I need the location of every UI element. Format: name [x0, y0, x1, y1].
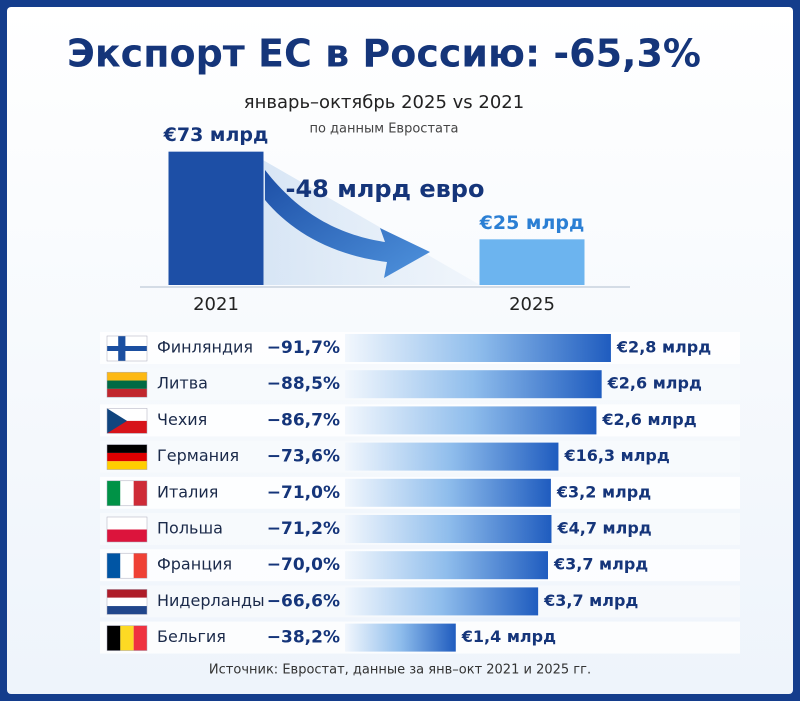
value-label: €73 млрд: [163, 124, 269, 146]
percent-label: −70,0%: [267, 555, 340, 575]
flag: [106, 625, 148, 651]
flag: [106, 589, 148, 615]
export-label: €2,6 млрд: [607, 374, 702, 393]
flag-part: [107, 606, 147, 615]
flag: [106, 480, 148, 507]
flag-part: [133, 625, 147, 651]
arrow: [265, 170, 430, 278]
x-tick-label: 2025: [509, 294, 555, 315]
flag-part: [107, 388, 147, 398]
flag-border: [106, 625, 148, 651]
country-name: Финляндия: [157, 338, 253, 357]
flag-part: [107, 452, 147, 462]
flag-border: [106, 444, 148, 470]
flag-part: [107, 529, 147, 542]
percent-label: −71,0%: [267, 483, 340, 503]
percent-label: −91,7%: [267, 338, 340, 358]
flag-part: [107, 372, 147, 381]
country-name: Бельгия: [157, 627, 226, 646]
flag-part: [133, 553, 147, 579]
percent-label: −38,2%: [267, 628, 340, 648]
annotation: -48 млрд евро: [286, 175, 485, 203]
flag-part: [107, 346, 147, 351]
flag-part: [107, 517, 147, 530]
country-name: Чехия: [157, 410, 207, 429]
flag-part: [107, 589, 147, 598]
title: Экспорт ЕС в Россию: -65,3%: [67, 32, 701, 76]
percent-label: −88,5%: [267, 374, 340, 394]
flag-part: [120, 625, 134, 651]
flag-border: [106, 589, 148, 615]
country-name: Польша: [157, 519, 223, 538]
export-label: €3,7 млрд: [553, 555, 648, 574]
country-name: Германия: [157, 446, 239, 465]
export-label: €3,2 млрд: [556, 482, 651, 501]
country-name: Италия: [157, 482, 218, 501]
bar: [345, 587, 539, 616]
flag-part: [107, 444, 147, 453]
bar: [345, 478, 551, 507]
x-tick-label: 2021: [193, 294, 239, 315]
flag: [106, 371, 148, 398]
flag: [106, 552, 148, 579]
value-label: €25 млрд: [479, 212, 585, 234]
percent-label: −71,2%: [267, 519, 340, 539]
export-label: €2,6 млрд: [601, 410, 696, 429]
flag-part: [107, 553, 121, 579]
bar: [345, 442, 559, 471]
flag: [106, 408, 148, 434]
flag-part: [120, 480, 134, 506]
percent-label: −86,7%: [267, 410, 340, 430]
bar: [345, 551, 548, 580]
country-name: Литва: [157, 374, 208, 393]
flag-border: [106, 335, 148, 362]
export-label: €2,8 млрд: [616, 338, 711, 357]
percent-label: −66,6%: [267, 591, 340, 611]
bar: [345, 334, 611, 362]
percent-label: −73,6%: [267, 447, 340, 467]
flag-border: [106, 552, 148, 579]
flag-part: [107, 480, 121, 506]
flag-border: [106, 371, 148, 398]
flag: [106, 444, 148, 470]
bar: [345, 370, 602, 399]
country-chart: Финляндия −91,7% €2,8 млрд Литва −88,5% €2,6 …: [100, 332, 740, 654]
export-label: €4,7 млрд: [556, 519, 651, 538]
export-label: €1,4 млрд: [461, 627, 556, 646]
flag-part: [107, 625, 121, 651]
flag-part: [120, 553, 134, 579]
flag-part: [107, 380, 147, 389]
source-note: по данным Евростата: [309, 122, 458, 137]
flag-border: [106, 408, 148, 434]
bar: [345, 515, 552, 543]
bar: [345, 623, 456, 652]
flag-part: [133, 480, 147, 506]
country-name: Нидерланды: [157, 591, 265, 610]
export-label: €16,3 млрд: [563, 446, 669, 465]
source: Источник: Евростат, данные за янв–окт 20…: [209, 663, 591, 678]
flag-part: [107, 597, 147, 607]
flag-part: [107, 461, 147, 470]
bar: [168, 151, 264, 285]
flag: [106, 516, 148, 543]
flag-border: [106, 480, 148, 507]
country-name: Франция: [157, 555, 232, 574]
bar: [345, 406, 597, 435]
flag-part: [107, 408, 127, 434]
flag: [106, 335, 148, 362]
export-label: €3,7 млрд: [543, 591, 638, 610]
subtitle: январь–октябрь 2025 vs 2021: [244, 92, 524, 113]
flag-border: [106, 516, 148, 543]
bar: [479, 239, 585, 285]
top-chart: €73 млрд 2021 €25 млрд 2025: [163, 124, 585, 315]
